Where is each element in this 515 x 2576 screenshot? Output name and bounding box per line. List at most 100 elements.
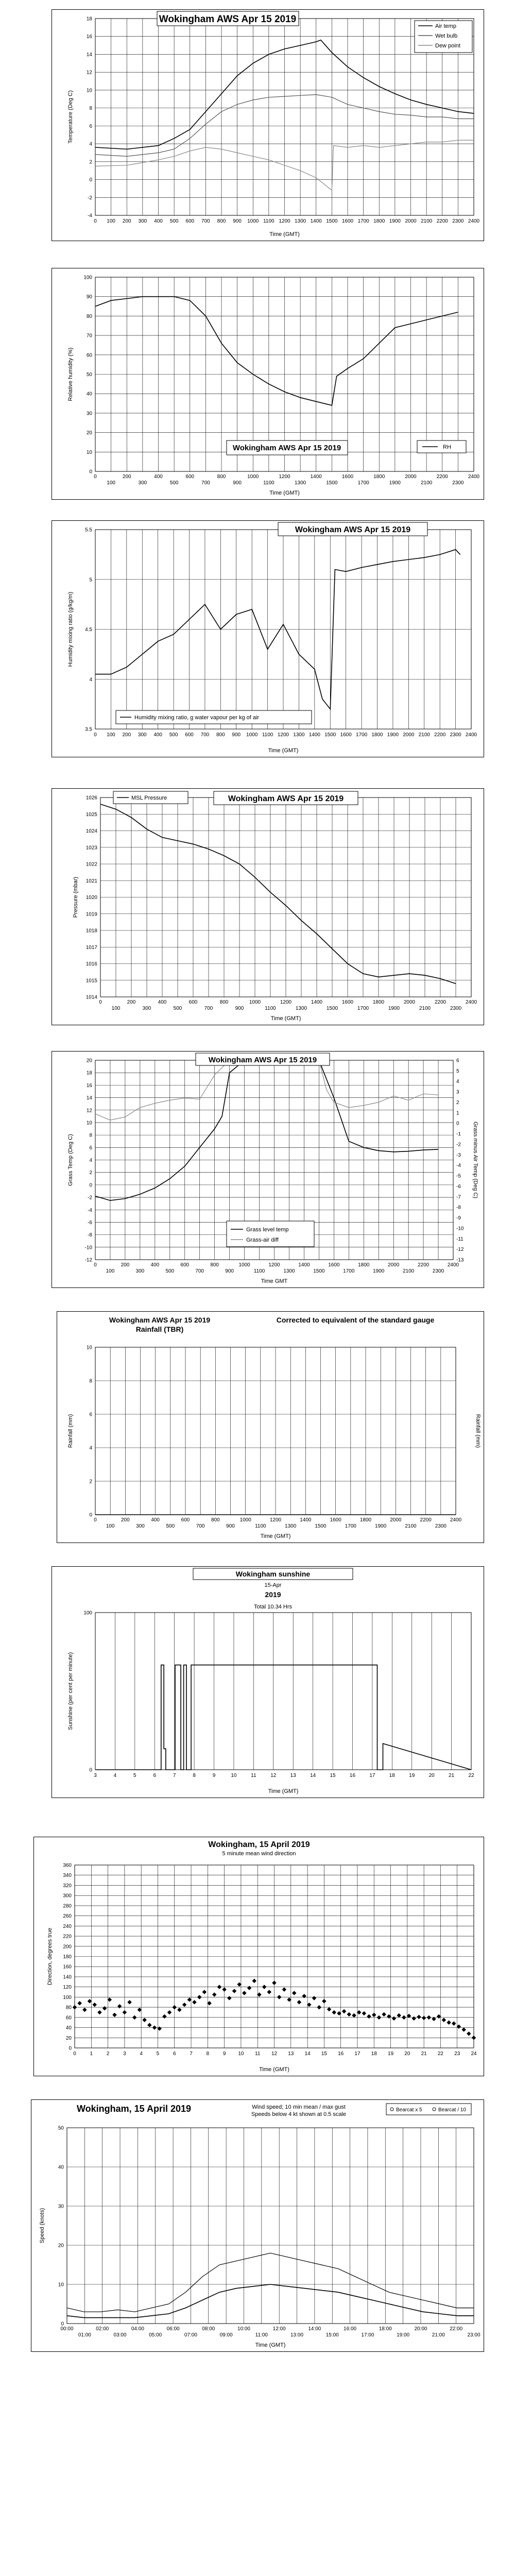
y-tick-label: 30 (58, 2204, 64, 2210)
x-tick-label: 2100 (419, 732, 431, 738)
x-tick-label: 300 (143, 1006, 151, 1011)
x-axis-label: Time (GMT) (261, 1533, 291, 1539)
y-right-tick-label: -12 (456, 1247, 464, 1252)
series-line-rh (95, 296, 458, 406)
chart-5: -12-10-8-6-4-202468101214161820-13-12-11… (52, 1051, 484, 1288)
x-tick-label: 1300 (283, 1268, 295, 1274)
chart-title: Wokingham AWS Apr 15 2019 (109, 1316, 211, 1324)
x-tick-label: 7 (173, 1773, 176, 1778)
x-tick-label: 900 (235, 1006, 244, 1011)
y-tick-label: -2 (88, 1195, 92, 1201)
wind-direction-point (192, 2000, 197, 2005)
x-tick-label: 20 (429, 1773, 435, 1778)
x-tick-label: 2400 (468, 218, 480, 224)
y-tick-label: 1026 (86, 795, 98, 801)
x-tick-label: 2400 (466, 999, 477, 1005)
x-tick-label: 1400 (309, 732, 321, 738)
x-tick-label: 21 (449, 1773, 455, 1778)
y-right-tick-label: -8 (456, 1205, 461, 1211)
x-tick-label: 100 (112, 1006, 121, 1011)
x-tick-label: 6 (153, 1773, 156, 1778)
x-tick-label: 2400 (450, 1517, 462, 1523)
wind-direction-point (107, 1997, 112, 2002)
x-tick-label: 17 (369, 1773, 375, 1778)
y-tick-label: 0 (89, 177, 92, 183)
x-tick-label: 1200 (280, 999, 292, 1005)
legend-label: Bearcat x 5 (396, 2107, 422, 2113)
x-tick-label: 18 (389, 1773, 396, 1778)
x-tick-label: 1700 (358, 480, 370, 486)
y-right-axis-label: Rainfall (mm) (475, 1414, 481, 1448)
wind-direction-point (242, 1991, 247, 1995)
x-tick-label: 100 (107, 732, 115, 738)
y-tick-label: 340 (63, 1873, 72, 1878)
x-tick-label: 22 (468, 1773, 474, 1778)
y-tick-label: 12 (87, 70, 93, 76)
x-tick-label: 1600 (342, 999, 354, 1005)
y-tick-label: 1022 (86, 862, 98, 868)
series-line-mean-speed (66, 2284, 474, 2318)
x-tick-label: 2300 (452, 480, 464, 486)
x-tick-label: 500 (170, 218, 179, 224)
y-tick-label: -6 (88, 1220, 92, 1226)
y-right-tick-label: -6 (456, 1184, 461, 1190)
chart-frame (31, 2099, 484, 2352)
wind-direction-point (337, 2011, 341, 2016)
x-tick-label: 1200 (268, 1262, 280, 1268)
x-tick-label: 1300 (293, 732, 305, 738)
wind-direction-point (421, 2015, 426, 2021)
chart-3: 3.5 4 4.5 5 5.5 0 100 200 300 400 500 600 700 800 900 1… (52, 520, 484, 757)
x-tick-label: 05:00 (149, 2332, 162, 2338)
x-tick-label: 700 (201, 732, 210, 738)
x-tick-label: 600 (189, 999, 198, 1005)
x-tick-label: 800 (216, 732, 225, 738)
x-tick-label: 2000 (388, 1262, 400, 1268)
x-tick-label: 0 (94, 1262, 97, 1268)
y-tick-label: 300 (63, 1893, 72, 1899)
x-tick-label: 500 (169, 732, 178, 738)
x-tick-label: 1100 (254, 1268, 265, 1274)
x-tick-label: 1900 (387, 732, 399, 738)
x-tick-label: 1700 (345, 1523, 357, 1529)
series-line-air-temp (95, 39, 474, 150)
x-tick-label: 2300 (433, 1268, 444, 1274)
x-tick-label: 2100 (419, 1006, 431, 1011)
x-tick-label: 900 (232, 732, 241, 738)
y-tick-label: 0 (89, 1182, 92, 1188)
x-tick-label: 22:00 (450, 2326, 462, 2332)
x-tick-label: 1000 (238, 1262, 250, 1268)
x-tick-label: 1600 (340, 732, 352, 738)
x-tick-label: 24 (471, 2051, 477, 2057)
x-tick-label: 700 (201, 480, 210, 486)
x-tick-label: 1300 (296, 1006, 307, 1011)
legend-swatch (390, 2107, 394, 2111)
x-tick-label: 11:00 (255, 2332, 268, 2338)
x-tick-label: 15 (321, 2051, 328, 2057)
x-tick-label: 5 (133, 1773, 136, 1778)
x-tick-label: 1900 (389, 480, 401, 486)
y-right-tick-label: -11 (456, 1236, 464, 1242)
legend-label: MSL Pressure (131, 795, 167, 801)
y-tick-label: -4 (88, 213, 92, 219)
x-tick-label: 700 (196, 1523, 205, 1529)
x-tick-label: 900 (225, 1268, 234, 1274)
x-tick-label: 1100 (263, 480, 274, 486)
x-tick-label: 400 (154, 218, 163, 224)
chart-frame (52, 788, 484, 1025)
chart-4: 1014 1015 1016 1017 1018 1019 1020 1021 1022 1023… (52, 788, 484, 1025)
y-tick-label: 240 (63, 1924, 72, 1929)
chart-subtitle: Wind speed; 10 min mean / max gust (252, 2104, 346, 2110)
y-tick-label: 80 (87, 314, 93, 319)
y-tick-label: -4 (88, 1208, 92, 1213)
y-tick-label: 180 (63, 1954, 72, 1960)
x-tick-label: 900 (233, 218, 242, 224)
x-tick-label: 400 (158, 999, 167, 1005)
x-tick-label: 700 (201, 218, 210, 224)
legend-label: Grass-air diff (246, 1237, 279, 1243)
x-axis-label: Time (GMT) (269, 490, 300, 496)
wind-direction-point (232, 1989, 237, 1993)
chart-title: Wokingham AWS Apr 15 2019 (295, 526, 410, 534)
x-tick-label: 100 (106, 1523, 115, 1529)
x-tick-label: 2300 (435, 1523, 447, 1529)
y-tick-label: -2 (88, 195, 92, 201)
